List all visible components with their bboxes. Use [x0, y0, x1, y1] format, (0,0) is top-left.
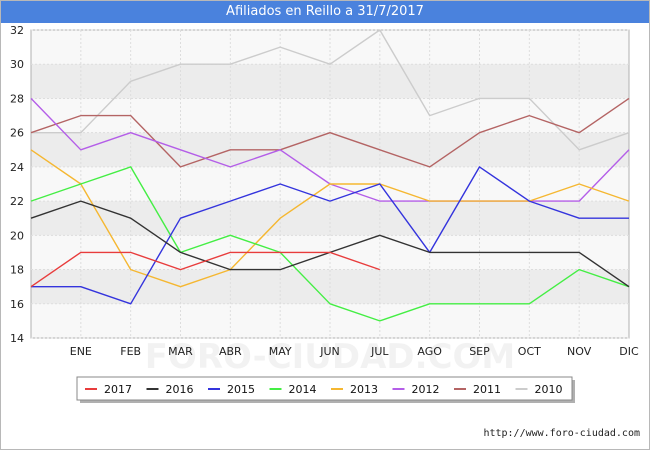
- y-tick-label: 32: [10, 24, 24, 37]
- legend-items: 2017 2016 2015 2014 2013 2012 2011 2010: [85, 383, 563, 396]
- x-tick-label: FEB: [120, 345, 141, 358]
- y-tick-label: 18: [10, 264, 24, 277]
- x-tick-label: ABR: [219, 345, 242, 358]
- series-line-2014: [30, 166, 630, 322]
- plot-band: [31, 132, 629, 167]
- x-tick-label: DIC: [619, 345, 639, 358]
- legend-label-2014: 2014: [289, 383, 317, 396]
- x-tick-label: JUL: [370, 345, 389, 358]
- y-tick-label: 28: [10, 92, 24, 105]
- legend-label-2013: 2013: [350, 383, 378, 396]
- legend-box: [76, 376, 573, 401]
- legend: 2017 2016 2015 2014 2013 2012 2011 2010: [76, 376, 575, 403]
- y-tick-label: 22: [10, 195, 24, 208]
- plot-band: [31, 64, 629, 99]
- series-line-2015: [31, 166, 629, 305]
- legend-label-2010: 2010: [535, 383, 563, 396]
- x-tick-label: JUN: [319, 345, 340, 358]
- x-tick-label: OCT: [518, 345, 541, 358]
- x-tick-label: MAR: [168, 345, 193, 358]
- y-tick-label: 24: [10, 161, 24, 174]
- series-lines: [30, 29, 630, 322]
- x-tick-label: SEP: [469, 345, 490, 358]
- y-tick-label: 16: [10, 298, 24, 311]
- legend-label-2017: 2017: [104, 383, 132, 396]
- watermark: FORO-CIUDAD.COM: [145, 337, 516, 377]
- legend-label-2016: 2016: [166, 383, 194, 396]
- x-tick-label: NOV: [567, 345, 592, 358]
- footer-url: http://www.foro-ciudad.com: [483, 428, 640, 439]
- series-line-2017: [30, 251, 381, 288]
- legend-label-2012: 2012: [412, 383, 440, 396]
- x-tick-label: MAY: [269, 345, 292, 358]
- y-tick-label: 30: [10, 58, 24, 71]
- legend-label-2015: 2015: [227, 383, 255, 396]
- y-tick-label: 20: [10, 229, 24, 242]
- series-line-2010: [31, 29, 630, 151]
- x-tick-labels: ENE FEB MAR ABR MAY JUN JUL AGO SEP OCT NOV DIC: [70, 345, 639, 358]
- y-tick-labels: 14 16 18 20 22 24 26 28 30 32: [10, 24, 24, 345]
- legend-label-2011: 2011: [473, 383, 501, 396]
- y-tick-label: 26: [10, 127, 24, 140]
- series-line-2011: [30, 97, 630, 168]
- x-tick-label: ENE: [70, 345, 92, 358]
- y-tick-label: 14: [10, 332, 24, 345]
- x-tick-label: AGO: [417, 345, 442, 358]
- chart-title: Afiliados en Reillo a 31/7/2017: [1, 1, 649, 23]
